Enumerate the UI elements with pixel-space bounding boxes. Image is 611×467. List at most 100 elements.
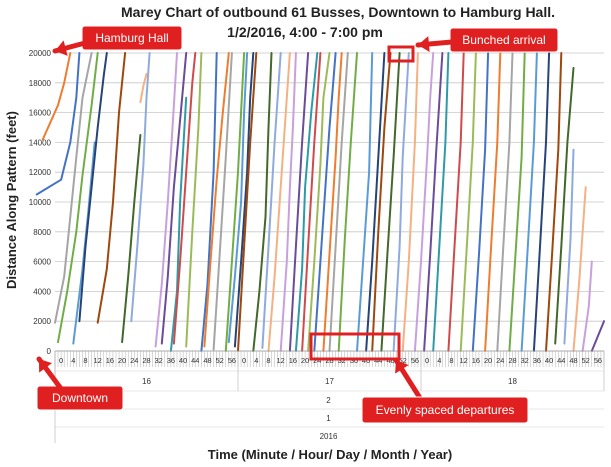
bus-trajectory-line: [590, 320, 605, 352]
bus-trajectory-line: [121, 134, 142, 344]
x-minute-label: 12: [94, 356, 102, 365]
gridlines: [55, 52, 604, 352]
bus-trajectory-line: [322, 52, 343, 352]
bus-trajectories: [35, 52, 605, 352]
y-tick-label: 14000: [29, 138, 52, 147]
y-axis-ticks: 0 2000 4000 6000 8000 10000 12000 14000 16000 180…: [29, 49, 52, 356]
bus-trajectory-line: [581, 260, 593, 352]
y-tick-label: 12000: [29, 168, 52, 177]
bus-trajectory-line: [154, 52, 178, 348]
bunched-arrival-highlight: [387, 45, 415, 63]
x-minute-label: 4: [437, 356, 441, 365]
x-minute-label: 8: [266, 356, 270, 365]
bus-trajectory-line: [233, 52, 255, 348]
bus-trajectory-line: [423, 52, 444, 352]
y-axis-title: Distance Along Pattern (feet): [4, 111, 19, 289]
y-tick-label: 16000: [29, 109, 52, 118]
x-year-label: 2016: [320, 432, 338, 441]
x-minute-label: 4: [254, 356, 258, 365]
x-minute-label: 20: [484, 356, 492, 365]
x-minute-label: 48: [203, 356, 211, 365]
x-minute-label: 44: [191, 356, 199, 365]
bus-trajectory-line: [572, 186, 587, 352]
x-minute-label: 8: [83, 356, 87, 365]
bus-trajectory-line: [484, 52, 502, 352]
bus-trajectory-line: [508, 52, 526, 352]
x-minute-label: 0: [59, 356, 63, 365]
x-minute-label: 40: [179, 356, 187, 365]
downtown-arrow-head: [39, 359, 52, 373]
bus-trajectory-line: [212, 52, 233, 351]
bus-trajectory-line: [200, 52, 218, 352]
x-minute-label: 36: [167, 356, 175, 365]
x-minute-label: 52: [216, 356, 224, 365]
y-tick-label: 10000: [29, 198, 52, 207]
evenly-spaced-arrow-head: [395, 360, 409, 374]
bus-trajectory-line: [57, 52, 99, 344]
x-minute-label: 44: [557, 356, 565, 365]
bus-trajectory-line: [554, 66, 575, 345]
x-minute-label: 12: [277, 356, 285, 365]
x-hour-label: 18: [508, 377, 517, 386]
x-minute-label: 28: [142, 356, 150, 365]
bus-trajectory-line: [172, 52, 197, 345]
x-minute-label: 24: [496, 356, 504, 365]
bus-trajectory-line: [313, 52, 337, 352]
annotations: Hamburg Hall Bunched arrival Downtown Evenl…: [36, 25, 559, 424]
downtown-callout-box: [36, 385, 124, 411]
bus-trajectory-line: [185, 52, 203, 348]
x-minute-label: 0: [425, 356, 429, 365]
bus-trajectory-line: [237, 52, 258, 352]
bus-trajectory-line: [301, 52, 322, 352]
bus-trajectory-line: [365, 52, 386, 352]
chart-title-line1: Marey Chart of outbound 61 Busses, Downt…: [121, 4, 555, 20]
bus-trajectory-line: [328, 52, 349, 352]
x-minute-label: 20: [118, 356, 126, 365]
bus-trajectory-line: [96, 52, 127, 324]
bus-trajectory-line: [130, 52, 151, 323]
hamburg-hall-callout-box: [81, 25, 183, 51]
x-minute-label: 52: [399, 356, 407, 365]
x-hour-label: 16: [142, 377, 151, 386]
bus-trajectory-line: [520, 52, 538, 352]
evenly-spaced-callout-text: Evenly spaced departures: [376, 403, 515, 417]
bus-trajectory-line: [279, 52, 297, 352]
x-minute-label: 32: [155, 356, 163, 365]
evenly-spaced-highlight: [309, 332, 401, 361]
x-minute-label: 8: [449, 356, 453, 365]
x-minute-label: 56: [411, 356, 419, 365]
x-minute-label: 56: [594, 356, 602, 365]
bus-trajectory-line: [532, 52, 551, 352]
bus-trajectory-line: [401, 52, 419, 352]
x-month-label: 1: [326, 414, 331, 423]
y-tick-label: 8000: [33, 228, 51, 237]
bunched-arrival-arrow-head: [418, 36, 430, 53]
bus-trajectory-line: [54, 52, 93, 324]
bus-trajectory-line: [288, 52, 310, 352]
bus-trajectory-line: [227, 52, 249, 344]
bus-trajectory-line: [139, 72, 148, 104]
bus-trajectory-line: [35, 52, 81, 196]
x-minute-label: 16: [472, 356, 480, 365]
bus-trajectory-line: [261, 52, 282, 349]
bus-trajectory-line: [356, 52, 374, 352]
y-tick-label: 0: [47, 347, 52, 356]
bus-trajectory-line: [471, 52, 490, 352]
hamburg-hall-callout-text: Hamburg Hall: [95, 31, 168, 45]
x-minute-label: 20: [301, 356, 309, 365]
bus-trajectory-line: [380, 52, 401, 352]
y-tick-label: 18000: [29, 79, 52, 88]
bus-trajectory-line: [545, 52, 563, 352]
bus-trajectory-line: [447, 52, 465, 352]
bus-trajectory-line: [371, 52, 392, 352]
x-minute-label: 36: [533, 356, 541, 365]
chart-title-line2: 1/2/2016, 4:00 - 7:00 pm: [227, 24, 383, 40]
x-day-label: 2: [326, 396, 331, 405]
x-minute-label: 28: [508, 356, 516, 365]
bus-trajectory-line: [413, 52, 435, 352]
bus-trajectory-line: [459, 52, 477, 352]
downtown-callout-text: Downtown: [52, 391, 108, 405]
bus-trajectory-line: [496, 52, 514, 352]
x-minute-label: 16: [106, 356, 114, 365]
bus-trajectory-line: [41, 52, 72, 141]
